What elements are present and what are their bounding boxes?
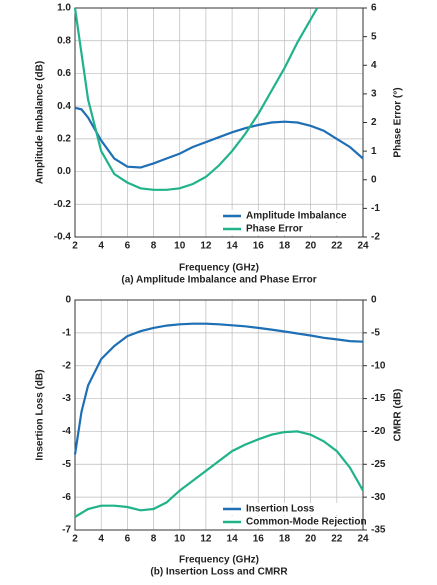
legend-bg	[220, 516, 360, 528]
x-axis-title: Frequency (GHz)	[179, 555, 259, 566]
y2-axis-title: CMRR (dB)	[393, 389, 404, 442]
y2-tick-label: -10	[371, 360, 386, 371]
x-tick-label: 2	[72, 241, 78, 252]
x-tick-label: 8	[151, 241, 157, 252]
y-axis-title: Insertion Loss (dB)	[35, 369, 46, 460]
y2-tick-label: 4	[371, 60, 377, 71]
y2-tick-label: 5	[371, 31, 377, 42]
y-tick-label: -2	[62, 360, 71, 371]
y2-tick-label: 0	[371, 295, 377, 306]
x-tick-label: 16	[253, 534, 265, 545]
y2-tick-label: -15	[371, 393, 386, 404]
y-tick-label: 0.6	[57, 68, 71, 79]
y-tick-label: -5	[62, 459, 71, 470]
legend-label: Insertion Loss	[246, 504, 315, 515]
x-tick-label: 10	[174, 241, 186, 252]
y-tick-label: 0.8	[57, 35, 71, 46]
x-tick-label: 22	[331, 534, 343, 545]
legend-bg	[220, 210, 360, 222]
y-tick-label: 0.0	[57, 166, 71, 177]
x-tick-label: 14	[227, 241, 239, 252]
x-tick-label: 4	[98, 534, 104, 545]
y2-tick-label: 1	[371, 146, 377, 157]
y-tick-label: -1	[62, 327, 71, 338]
x-tick-label: 12	[200, 534, 212, 545]
x-tick-label: 24	[357, 241, 369, 252]
legend-bg	[220, 223, 360, 235]
y2-tick-label: -5	[371, 327, 380, 338]
x-tick-label: 4	[98, 241, 104, 252]
x-tick-label: 16	[253, 241, 265, 252]
y-tick-label: -0.4	[54, 232, 72, 243]
legend-label: Phase Error	[246, 224, 303, 235]
y2-tick-label: -20	[371, 426, 386, 437]
series-line	[73, 7, 319, 191]
chart-caption: (b) Insertion Loss and CMRR	[150, 567, 288, 578]
x-tick-label: 18	[279, 534, 291, 545]
plot-frame	[74, 299, 364, 531]
y2-tick-label: 2	[371, 117, 377, 128]
y2-tick-label: -1	[371, 203, 380, 214]
y-tick-label: 0.2	[57, 133, 71, 144]
x-tick-label: 2	[72, 534, 78, 545]
y-tick-label: -0.2	[54, 199, 72, 210]
y2-axis-title: Phase Error (°)	[393, 87, 404, 157]
y2-tick-label: 0	[371, 174, 377, 185]
legend-label: Amplitude Imbalance	[246, 211, 347, 222]
chart-caption: (a) Amplitude Imbalance and Phase Error	[121, 275, 316, 286]
y-axis-title: Amplitude Imbalance (dB)	[35, 61, 46, 184]
y-tick-label: -6	[62, 492, 71, 503]
x-tick-label: 20	[305, 534, 317, 545]
y-tick-label: 0.4	[57, 101, 71, 112]
x-tick-label: 6	[125, 241, 131, 252]
y2-tick-label: -30	[371, 492, 386, 503]
y-tick-label: -7	[62, 525, 71, 536]
y-tick-label: -4	[62, 426, 71, 437]
x-tick-label: 22	[331, 241, 343, 252]
x-axis-title: Frequency (GHz)	[179, 263, 259, 274]
y2-tick-label: -35	[371, 525, 386, 536]
y-tick-label: 0	[65, 295, 71, 306]
y2-tick-label: 6	[371, 3, 377, 14]
series-line	[74, 430, 364, 518]
x-tick-label: 8	[151, 534, 157, 545]
plot-frame	[74, 7, 364, 238]
x-tick-label: 18	[279, 241, 291, 252]
y2-tick-label: -2	[371, 232, 380, 243]
y-tick-label: 1.0	[57, 3, 71, 14]
y-tick-label: -3	[62, 393, 71, 404]
x-tick-label: 24	[357, 534, 369, 545]
y2-tick-label: -25	[371, 459, 386, 470]
x-tick-label: 12	[200, 241, 212, 252]
y2-tick-label: 3	[371, 89, 377, 100]
legend-label: Common-Mode Rejection	[246, 517, 367, 528]
x-tick-label: 10	[174, 534, 186, 545]
legend-bg	[220, 503, 360, 515]
x-tick-label: 20	[305, 241, 317, 252]
series-line	[73, 322, 364, 455]
x-tick-label: 14	[227, 534, 239, 545]
series-line	[74, 106, 364, 169]
x-tick-label: 6	[125, 534, 131, 545]
